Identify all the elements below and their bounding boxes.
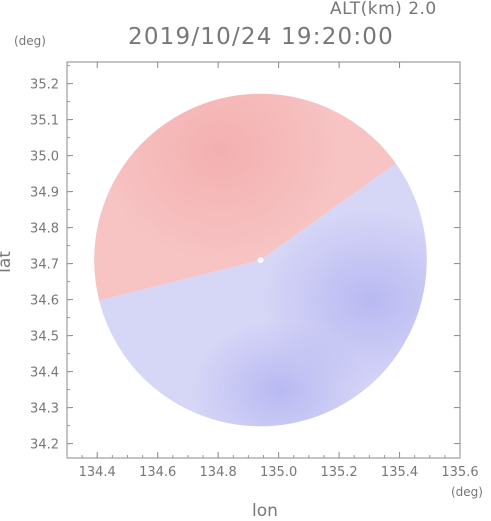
x-tick-label: 134.8 bbox=[200, 465, 237, 480]
y-tick-label: 34.4 bbox=[30, 366, 59, 381]
x-tick-label: 135.6 bbox=[441, 465, 478, 480]
timestamp-title: 2019/10/24 19:20:00 bbox=[128, 24, 394, 50]
y-tick-label: 35.1 bbox=[30, 114, 59, 129]
axis-ticks: 134.4 134.6 134.8 135.0 135.2 135.4 135.6 34.2 3… bbox=[30, 62, 479, 480]
y-tick-label: 34.9 bbox=[30, 186, 59, 201]
y-tick-label: 35.0 bbox=[30, 150, 59, 165]
y-tick-label: 35.2 bbox=[30, 78, 59, 93]
y-tick-label: 34.2 bbox=[30, 438, 59, 453]
y-tick-label: 34.5 bbox=[30, 330, 59, 345]
x-unit-label: (deg) bbox=[451, 485, 483, 499]
velocity-field bbox=[94, 93, 451, 427]
altitude-label: ALT(km) 2.0 bbox=[330, 0, 437, 19]
east-speckle bbox=[445, 262, 451, 280]
y-tick-label: 34.3 bbox=[30, 402, 59, 417]
negative-south bbox=[190, 320, 371, 427]
x-tick-label: 135.4 bbox=[381, 465, 418, 480]
positive-core bbox=[100, 93, 341, 260]
y-tick-label: 34.7 bbox=[30, 258, 59, 273]
x-tick-label: 135.2 bbox=[320, 465, 357, 480]
x-tick-label: 135.0 bbox=[260, 465, 297, 480]
x-axis-label: lon bbox=[252, 501, 278, 521]
radar-site bbox=[257, 257, 264, 263]
west-speckle bbox=[94, 317, 96, 354]
velocity-sectors bbox=[94, 93, 451, 427]
y-tick-label: 34.8 bbox=[30, 222, 59, 237]
x-tick-label: 134.6 bbox=[139, 465, 176, 480]
y-tick-label: 34.6 bbox=[30, 294, 59, 309]
y-unit-label: (deg) bbox=[14, 34, 46, 48]
x-tick-label: 134.4 bbox=[79, 465, 116, 480]
